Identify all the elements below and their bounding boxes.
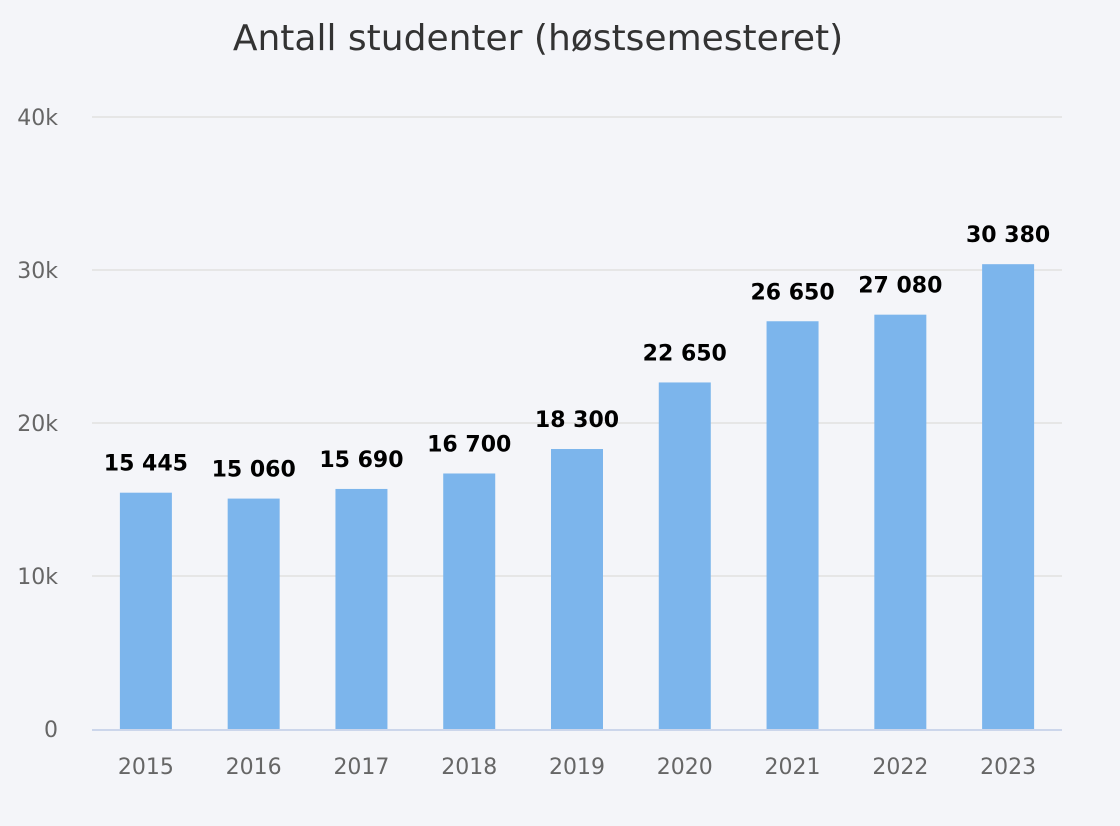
bar-2023 [982,264,1035,729]
chart-title: Antall studenter (høstsemesteret) [232,18,844,59]
x-axis-ticks: 2015 2016 2017 2018 2019 2020 2021 2022 2023 [118,755,1036,780]
y-tick-label: 10k [17,565,58,590]
x-tick-label: 2023 [980,755,1036,780]
bar-2019 [551,449,603,729]
data-labels: 15 445 15 060 15 690 16 700 18 300 22 650 26 6… [104,223,1050,482]
y-tick-label: 20k [17,412,58,437]
y-tick-label: 30k [17,259,58,284]
bar-2017 [335,488,388,729]
x-tick-label: 2020 [657,755,713,780]
data-label-2019: 18 300 [535,408,619,433]
y-axis-ticks: 0 10k 20k 30k 40k [17,106,58,743]
bar-2016 [227,498,280,729]
bars [119,264,1035,729]
data-label-2016: 15 060 [212,458,296,483]
x-tick-label: 2018 [441,755,497,780]
bar-2022 [874,314,927,729]
y-tick-label: 0 [44,718,58,743]
data-label-2022: 27 080 [858,274,942,299]
x-tick-label: 2021 [765,755,821,780]
x-tick-label: 2022 [872,755,928,780]
bar-2020 [658,382,711,729]
x-tick-label: 2017 [333,755,389,780]
data-label-2020: 22 650 [643,341,727,366]
x-tick-label: 2015 [118,755,174,780]
x-tick-label: 2016 [226,755,282,780]
bar-2018 [443,473,496,729]
x-tick-label: 2019 [549,755,605,780]
data-label-2017: 15 690 [319,448,403,473]
bar-2015 [119,492,172,729]
bar-2021 [766,321,819,729]
data-label-2015: 15 445 [104,452,188,477]
data-label-2023: 30 380 [966,223,1050,248]
data-label-2018: 16 700 [427,432,511,457]
data-label-2021: 26 650 [750,280,834,305]
y-tick-label: 40k [17,106,58,131]
